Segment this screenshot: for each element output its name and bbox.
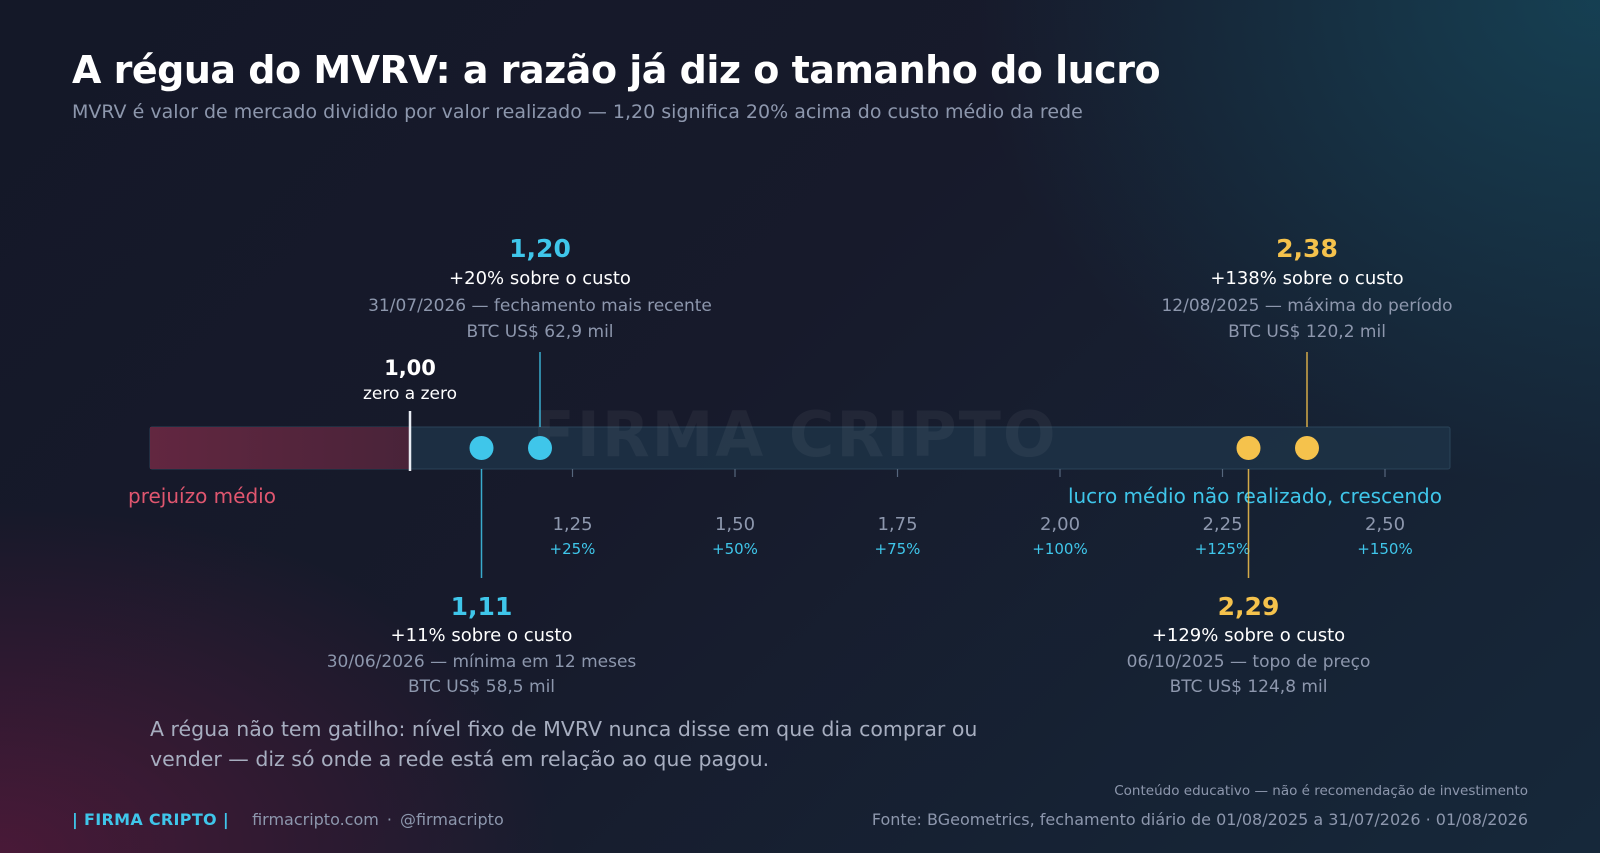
data-point — [1236, 436, 1261, 460]
tick-pct-label: +150% — [1357, 540, 1412, 558]
tick-group: 1,25 +25% 1,50 +50% 1,75 +75% 2,00 +100% 2,25 +12… — [550, 469, 1413, 558]
caption: A régua não tem gatilho: nível fixo de M… — [150, 717, 978, 771]
point-value-label: 2,38 — [1276, 234, 1338, 263]
point-value-label: 1,20 — [509, 234, 571, 263]
tick-label: 1,50 — [715, 514, 755, 535]
data-point — [528, 436, 552, 460]
zero-marker-note: zero a zero — [363, 384, 457, 404]
point-price-label: BTC US$ 58,5 mil — [408, 677, 555, 697]
loss-zone — [150, 427, 410, 469]
data-point — [1295, 436, 1319, 460]
brand-logo: | FIRMA CRIPTO | — [72, 810, 229, 829]
watermark: FIRMA CRIPTO — [532, 398, 1057, 471]
site-link[interactable]: firmacripto.com — [252, 810, 379, 829]
mvrv-ruler-chart: FIRMA CRIPTO 1,25 +25% 1,50 +50% 1,75 +75% 2,0… — [128, 234, 1453, 697]
point-value-label: 2,29 — [1218, 592, 1280, 621]
footer-separator: · — [386, 810, 392, 829]
point-date-label: 30/06/2026 — mínima em 12 meses — [327, 652, 637, 672]
point-pct-label: +11% sobre o custo — [391, 625, 573, 646]
tick-label: 1,75 — [877, 514, 917, 535]
loss-zone-label: prejuízo médio — [128, 484, 276, 508]
tick-pct-label: +50% — [712, 540, 758, 558]
zone-labels: prejuízo médio lucro médio não realizado… — [128, 484, 1442, 508]
tick-pct-label: +75% — [875, 540, 921, 558]
source-note: Fonte: BGeometrics, fechamento diário de… — [871, 810, 1528, 829]
tick-label: 2,00 — [1040, 514, 1080, 535]
data-point — [469, 436, 494, 460]
points-group: 1,20 +20% sobre o custo 31/07/2026 — fecha… — [327, 234, 1453, 697]
handle-link[interactable]: @firmacripto — [399, 810, 504, 829]
zero-marker-group: 1,00 zero a zero — [363, 356, 457, 471]
point-date-label: 06/10/2025 — topo de preço — [1127, 652, 1371, 672]
point-value-label: 1,11 — [451, 592, 513, 621]
disclaimer: Conteúdo educativo — não é recomendação … — [1114, 783, 1528, 799]
footer-left: | FIRMA CRIPTO | firmacripto.com · @firmac… — [72, 810, 504, 829]
page-subtitle: MVRV é valor de mercado dividido por val… — [72, 101, 1083, 123]
point-price-label: BTC US$ 124,8 mil — [1170, 677, 1328, 697]
tick-label: 2,25 — [1202, 514, 1242, 535]
profit-zone-label: lucro médio não realizado, crescendo — [1068, 484, 1442, 508]
point-pct-label: +129% sobre o custo — [1152, 625, 1345, 646]
point-price-label: BTC US$ 62,9 mil — [466, 322, 613, 342]
tick-label: 2,50 — [1365, 514, 1405, 535]
tick-pct-label: +25% — [550, 540, 596, 558]
tick-pct-label: +125% — [1195, 540, 1250, 558]
zero-marker-value: 1,00 — [384, 356, 436, 380]
point-pct-label: +138% sobre o custo — [1210, 268, 1403, 289]
tick-label: 1,25 — [552, 514, 592, 535]
tick-pct-label: +100% — [1032, 540, 1087, 558]
point-date-label: 12/08/2025 — máxima do período — [1161, 296, 1452, 316]
point-date-label: 31/07/2026 — fechamento mais recente — [368, 296, 712, 316]
point-pct-label: +20% sobre o custo — [449, 268, 631, 289]
page-title: A régua do MVRV: a razão já diz o tamanh… — [72, 48, 1161, 92]
point-price-label: BTC US$ 120,2 mil — [1228, 322, 1386, 342]
